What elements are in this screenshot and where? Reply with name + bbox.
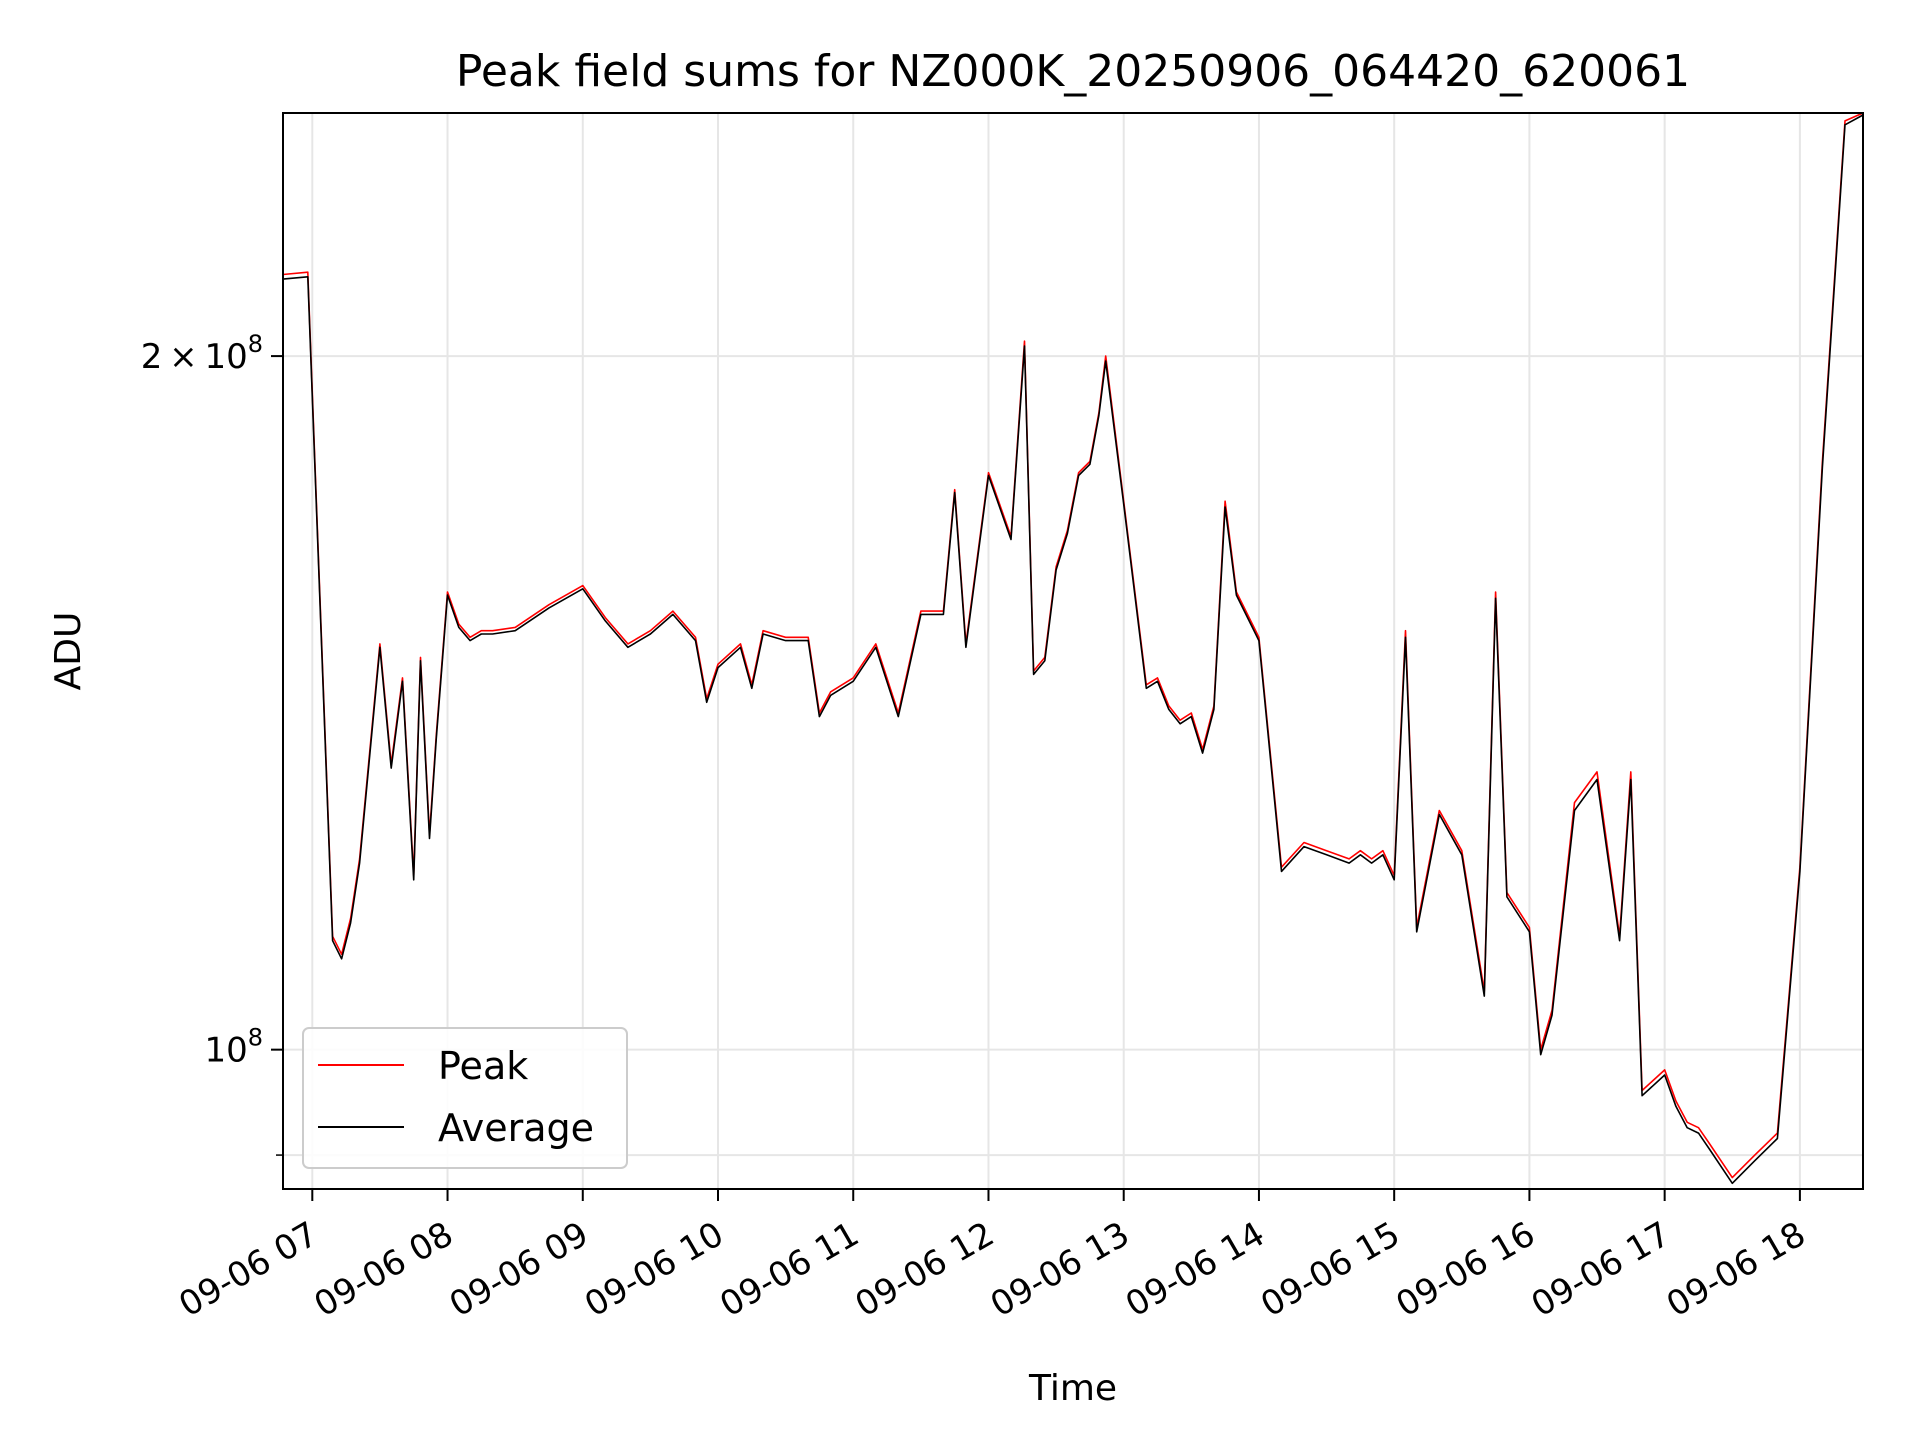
y-axis-label: ADU (48, 612, 89, 691)
legend-average-label: Average (438, 1106, 594, 1150)
chart-title: Peak field sums for NZ000K_20250906_0644… (456, 46, 1690, 97)
data-lines (282, 112, 1864, 1185)
y-axis-ticks: 2 × 108 108 (141, 330, 283, 1156)
x-axis-label: Time (1028, 1368, 1117, 1409)
grid-lines (283, 113, 1863, 1189)
legend-box (302, 1027, 628, 1169)
plot-frame (282, 112, 1864, 1190)
y-tick-label: 108 (204, 1024, 263, 1071)
y-tick-label: 2 × 108 (141, 330, 263, 377)
series-line-average (282, 114, 1864, 1185)
series-line-peak (282, 112, 1864, 1179)
legend: Peak Average (302, 1027, 628, 1169)
legend-peak-label: Peak (438, 1044, 528, 1088)
